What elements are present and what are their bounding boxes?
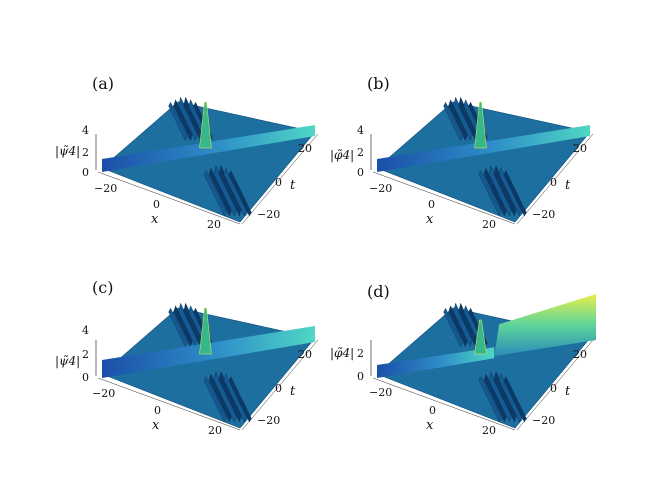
panel-d: (d) |φ̃4| 2 0 −20 0 x 20 20 0 t −20: [325, 278, 625, 478]
panel-label: (d): [367, 282, 390, 301]
stripe-wave: [443, 307, 463, 347]
z-tick: 2: [357, 146, 364, 159]
x-tick: −20: [369, 386, 393, 399]
x-axis-label: x: [426, 418, 434, 433]
stripe-wave: [448, 305, 468, 347]
z-axis-label: |ψ̃4|: [55, 144, 81, 158]
surface-plot-d: [370, 294, 596, 431]
panel-label: (c): [92, 278, 114, 297]
soliton-wave: [377, 347, 495, 378]
z-axis-label: |φ̃4|: [330, 148, 355, 162]
collision-peak: [199, 101, 212, 149]
t-tick: −20: [532, 208, 556, 221]
stripe-wave: [168, 307, 188, 347]
x-axis-line: [97, 377, 241, 431]
stripe-wave: [208, 167, 232, 217]
soliton-wave: [377, 125, 590, 172]
t-tick: 0: [550, 382, 557, 395]
surface-plot-c: [95, 302, 319, 431]
stripe-wave: [478, 376, 502, 423]
t-tick: 0: [550, 176, 557, 189]
collision-peak: [474, 319, 487, 355]
t-tick: 20: [298, 348, 312, 361]
stripe-wave: [448, 99, 468, 141]
t-tick: −20: [257, 208, 281, 221]
stripe-wave: [203, 170, 227, 217]
stripe-wave: [503, 376, 527, 423]
stripe-wave: [173, 99, 193, 141]
x-axis-label: x: [426, 212, 434, 227]
z-tick: 4: [82, 324, 89, 337]
t-tick: 0: [275, 176, 282, 189]
z-tick: 0: [82, 371, 89, 384]
x-tick: −20: [369, 182, 393, 195]
z-tick: 0: [357, 166, 364, 179]
x-axis-line: [372, 171, 516, 225]
z-tick: 4: [82, 124, 89, 137]
t-tick: −20: [532, 414, 556, 427]
soliton-wave: [102, 125, 315, 172]
background-wave-sheet: [494, 294, 596, 357]
x-axis-label: x: [151, 212, 159, 227]
x-tick: 20: [482, 424, 496, 437]
z-tick: 2: [82, 146, 89, 159]
stripe-wave: [173, 305, 193, 347]
x-axis-label: x: [152, 418, 160, 433]
y-axis-line: [241, 133, 319, 225]
stripe-wave: [228, 170, 252, 217]
stripe-wave: [503, 170, 527, 217]
x-tick: 20: [207, 218, 221, 231]
stripe-wave: [483, 167, 507, 217]
panel-b: (b) |φ̃4| 4 2 0 −20 0 x 20 20 0 t −20: [325, 72, 625, 272]
x-tick: 20: [208, 424, 222, 437]
panel-label: (a): [92, 74, 115, 93]
z-tick: 2: [357, 347, 364, 360]
stripe-wave: [168, 101, 188, 141]
x-axis-line: [97, 171, 241, 225]
x-tick: 0: [153, 198, 160, 211]
surface-plot-a: [95, 96, 319, 225]
z-axis-label: |ψ̃4|: [55, 354, 81, 368]
surface-plot-b: [370, 96, 594, 225]
x-tick: −20: [92, 387, 116, 400]
t-axis-label: t: [290, 178, 296, 193]
z-tick: 4: [357, 124, 364, 137]
t-axis-label: t: [565, 178, 571, 193]
stripe-wave: [498, 373, 522, 423]
z-tick: 2: [82, 348, 89, 361]
y-axis-line: [516, 133, 594, 225]
stripe-wave: [443, 101, 463, 141]
t-tick: −20: [257, 414, 281, 427]
t-tick: 20: [573, 348, 587, 361]
z-tick: 0: [357, 370, 364, 383]
x-tick: 20: [482, 218, 496, 231]
stripe-wave: [228, 376, 252, 423]
panel-a: (a) |ψ̃4| 4 2 0 −20 0 x 20 20 0 t −20: [50, 72, 350, 272]
t-axis-label: t: [565, 384, 571, 399]
panel-c: (c) |ψ̃4| 4 2 0 −20 0 x 20 20 0 t −20: [50, 278, 350, 478]
t-tick: 20: [573, 142, 587, 155]
stripe-wave: [478, 170, 502, 217]
stripe-wave: [483, 373, 507, 423]
x-axis-line: [372, 377, 516, 431]
panel-label: (b): [367, 74, 390, 93]
x-tick: 0: [429, 404, 436, 417]
stripe-wave: [498, 167, 522, 217]
z-tick: 0: [82, 166, 89, 179]
x-tick: 0: [154, 404, 161, 417]
collision-peak: [199, 307, 212, 355]
y-axis-line: [241, 339, 319, 431]
x-tick: 0: [428, 198, 435, 211]
collision-peak: [474, 101, 487, 149]
z-axis-label: |φ̃4|: [330, 346, 355, 360]
t-axis-label: t: [290, 384, 296, 399]
y-axis-line: [516, 339, 594, 431]
x-tick: −20: [94, 182, 118, 195]
t-tick: 0: [275, 382, 282, 395]
stripe-wave: [223, 373, 247, 423]
stripe-wave: [208, 373, 232, 423]
t-tick: 20: [298, 142, 312, 155]
stripe-wave: [203, 376, 227, 423]
stripe-wave: [223, 167, 247, 217]
